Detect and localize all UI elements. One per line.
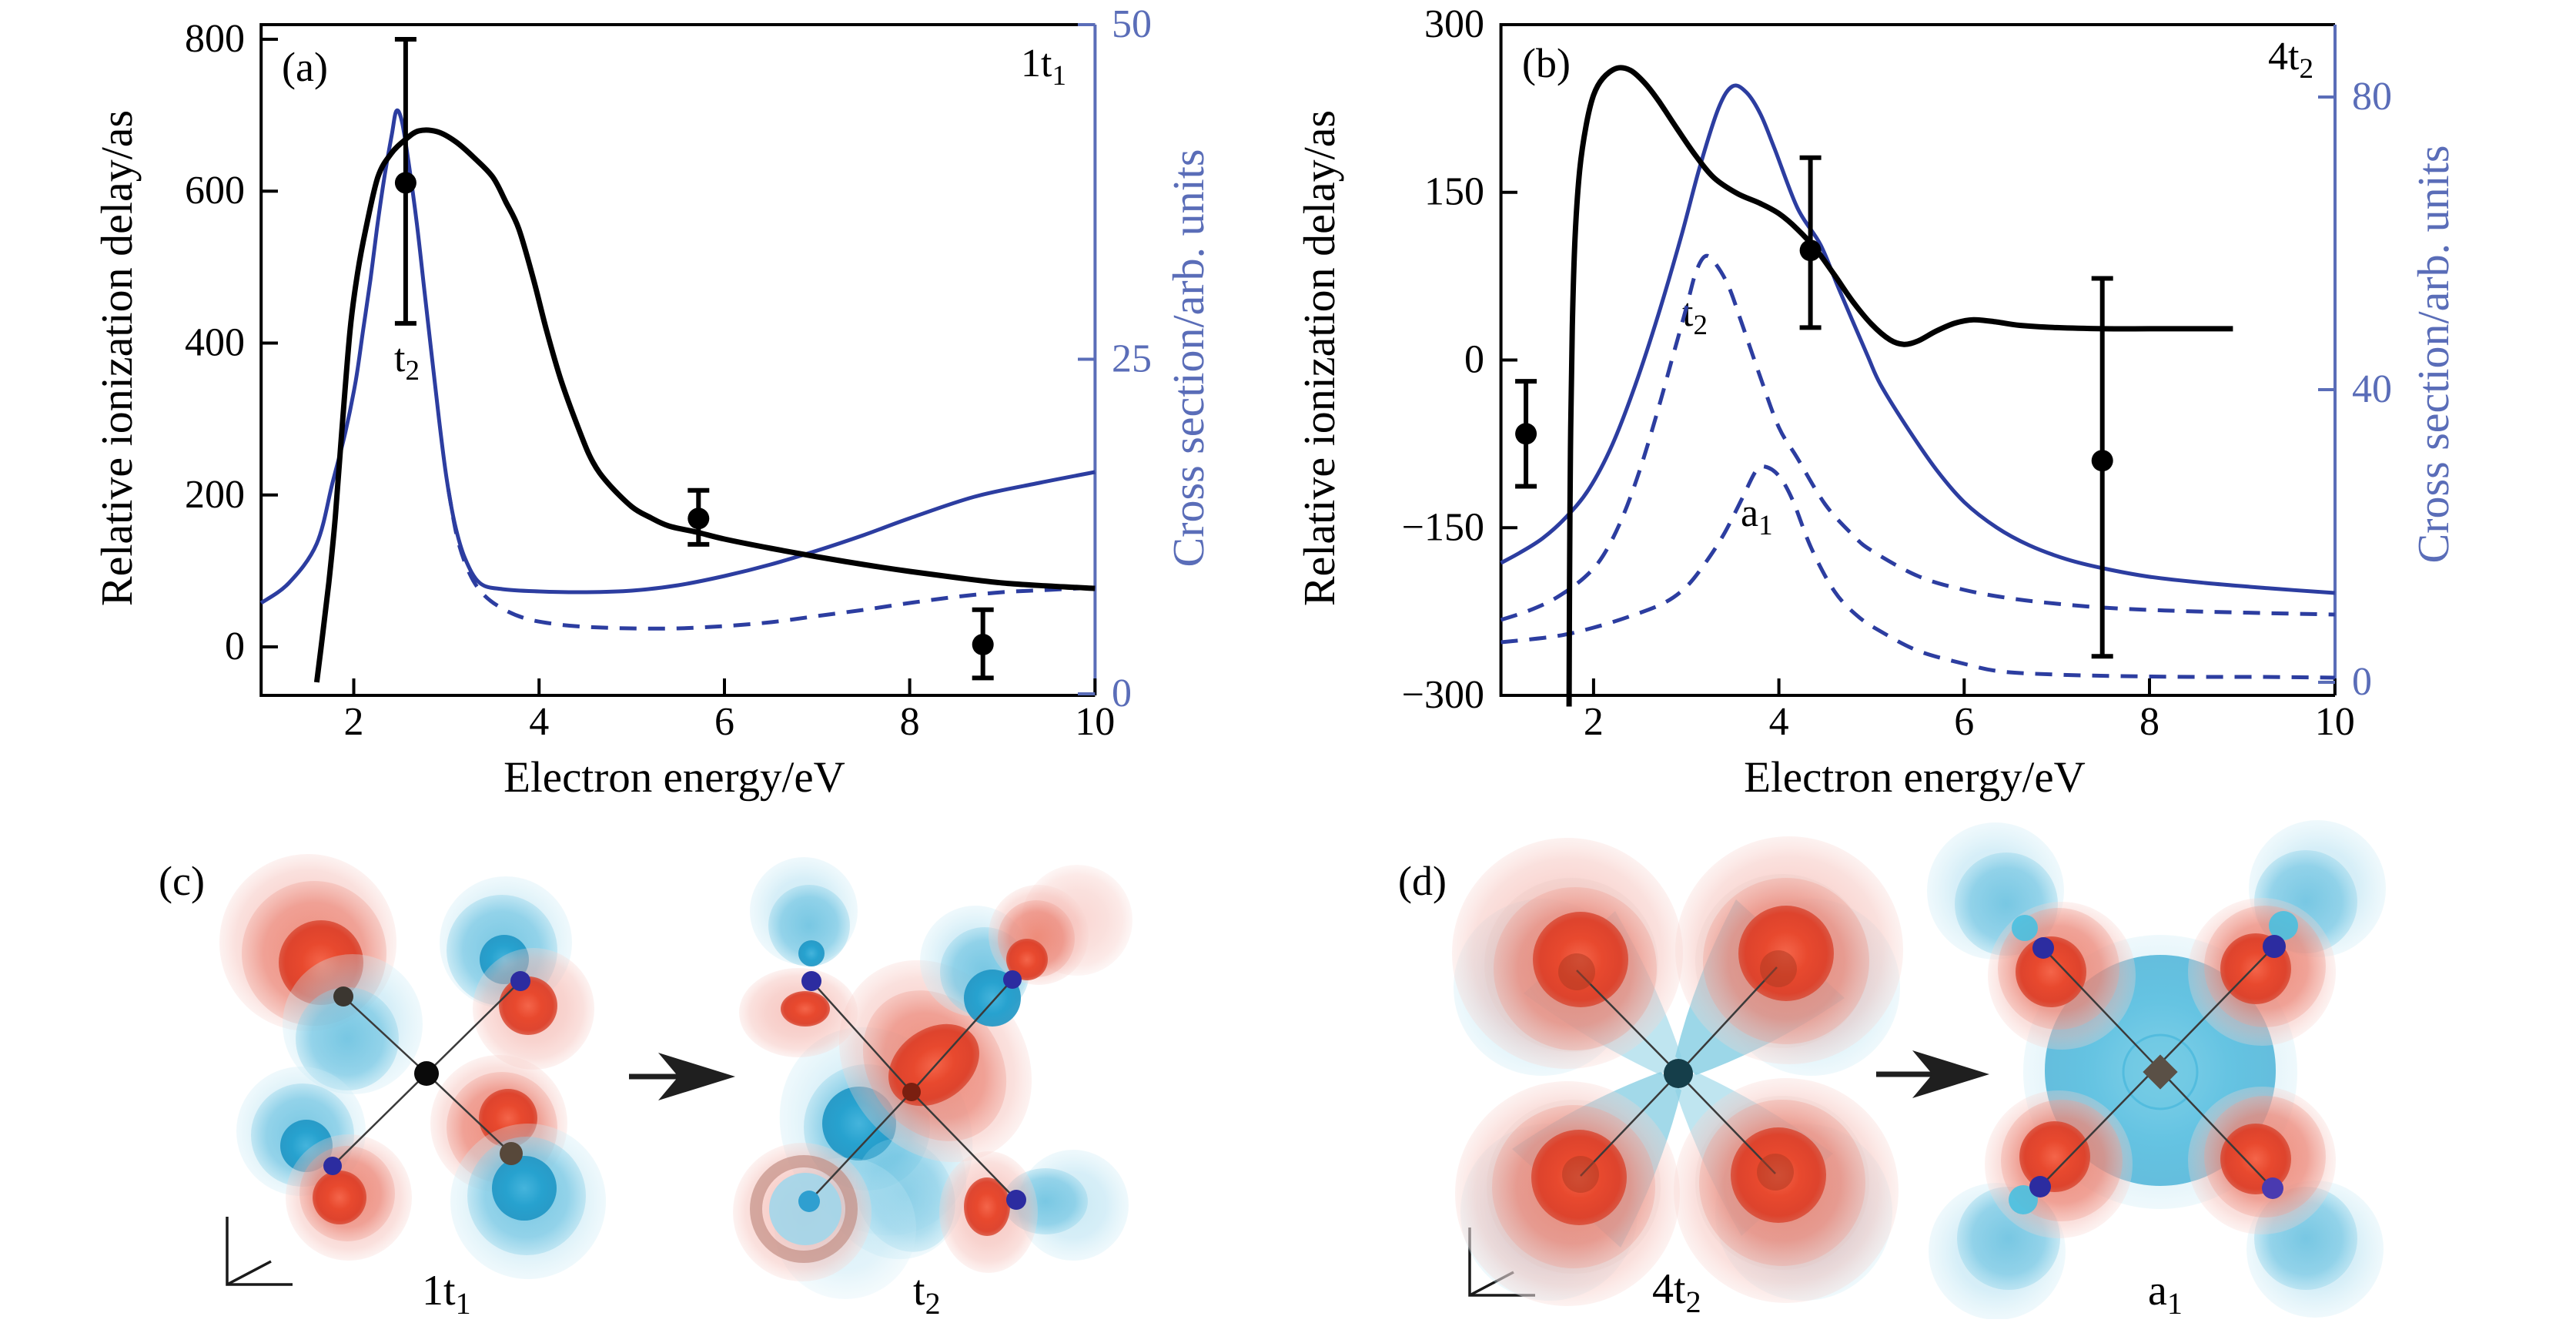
svg-text:200: 200 bbox=[185, 473, 245, 517]
svg-text:6: 6 bbox=[1954, 700, 1974, 744]
svg-text:Cross section/arb. units: Cross section/arb. units bbox=[1163, 149, 1213, 568]
svg-text:8: 8 bbox=[2139, 700, 2159, 744]
svg-text:600: 600 bbox=[185, 169, 245, 213]
svg-text:300: 300 bbox=[1424, 2, 1484, 46]
svg-text:40: 40 bbox=[2352, 367, 2392, 411]
svg-text:400: 400 bbox=[185, 321, 245, 365]
svg-text:a1: a1 bbox=[2148, 1267, 2183, 1319]
svg-text:25: 25 bbox=[1112, 337, 1152, 381]
svg-text:10: 10 bbox=[2315, 700, 2355, 744]
svg-text:150: 150 bbox=[1424, 170, 1484, 214]
svg-text:8: 8 bbox=[900, 700, 920, 744]
svg-text:800: 800 bbox=[185, 17, 245, 61]
svg-text:50: 50 bbox=[1112, 2, 1152, 46]
svg-text:Electron energy/eV: Electron energy/eV bbox=[1744, 753, 2086, 802]
svg-text:Relative ionization delay/as: Relative ionization delay/as bbox=[92, 110, 142, 606]
svg-text:Cross section/arb. units: Cross section/arb. units bbox=[2408, 146, 2458, 564]
svg-text:t2: t2 bbox=[394, 337, 420, 387]
svg-text:Relative ionization delay/as: Relative ionization delay/as bbox=[1294, 110, 1344, 606]
svg-text:0: 0 bbox=[1464, 338, 1484, 382]
svg-text:−300: −300 bbox=[1402, 673, 1484, 717]
svg-text:0: 0 bbox=[225, 625, 245, 668]
svg-text:0: 0 bbox=[2352, 660, 2372, 704]
svg-text:10: 10 bbox=[1075, 700, 1115, 744]
svg-text:−150: −150 bbox=[1402, 505, 1484, 549]
svg-text:0: 0 bbox=[1112, 672, 1132, 715]
svg-text:Electron energy/eV: Electron energy/eV bbox=[503, 753, 845, 802]
svg-text:(d): (d) bbox=[1398, 858, 1447, 904]
svg-text:2: 2 bbox=[344, 700, 364, 744]
svg-text:(c): (c) bbox=[159, 858, 205, 904]
svg-text:6: 6 bbox=[714, 700, 734, 744]
svg-text:80: 80 bbox=[2352, 75, 2392, 119]
svg-text:(b): (b) bbox=[1522, 40, 1571, 86]
svg-text:(a): (a) bbox=[282, 44, 328, 90]
svg-text:4: 4 bbox=[529, 700, 549, 744]
svg-text:4: 4 bbox=[1769, 700, 1789, 744]
svg-text:2: 2 bbox=[1584, 700, 1604, 744]
svg-text:t2: t2 bbox=[1682, 291, 1708, 341]
